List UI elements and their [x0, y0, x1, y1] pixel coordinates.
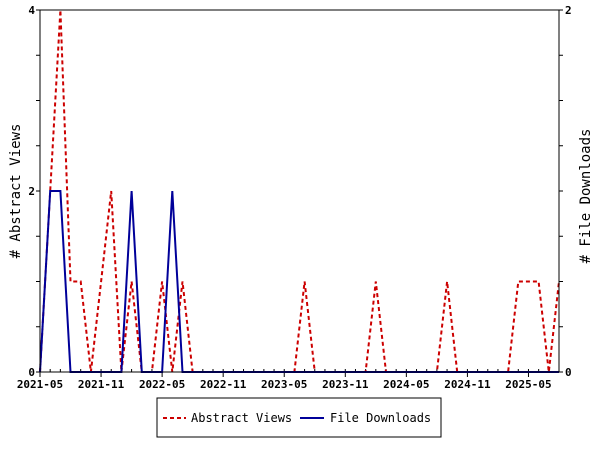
- y-tick-label: 4: [28, 4, 35, 17]
- series-layer: [39, 9, 560, 373]
- series-line-file-downloads: [39, 190, 559, 373]
- legend-label-abstract-views: Abstract Views: [191, 411, 292, 425]
- x-tick-label: 2022-11: [200, 378, 247, 391]
- legend-label-file-downloads: File Downloads: [330, 411, 431, 425]
- y2-tick-label: 0: [565, 366, 572, 379]
- x-tick-label: 2025-05: [505, 378, 551, 391]
- legend-box: [156, 397, 442, 438]
- legend: Abstract Views File Downloads: [156, 397, 442, 438]
- y2-tick-label: 2: [565, 4, 572, 17]
- x-tick-label: 2023-05: [261, 378, 307, 391]
- x-tick-label: 2021-05: [17, 378, 63, 391]
- plot-frame: [39, 9, 560, 373]
- y-tick-label: 0: [28, 366, 35, 379]
- x-tick-label: 2023-11: [322, 378, 369, 391]
- y-tick-label: 2: [28, 185, 35, 198]
- x-tick-label: 2022-05: [139, 378, 185, 391]
- x-tick-label: 2021-11: [78, 378, 125, 391]
- y2-axis-title: # File Downloads: [578, 129, 594, 264]
- x-tick-label: 2024-05: [383, 378, 429, 391]
- x-tick-label: 2024-11: [444, 378, 491, 391]
- series-line-abstract-views: [39, 9, 560, 373]
- y-axis-title: # Abstract Views: [8, 124, 24, 259]
- tick-labels: 2021-05 2021-11 2022-05 2022-11 2023-05 2023-…: [17, 4, 572, 391]
